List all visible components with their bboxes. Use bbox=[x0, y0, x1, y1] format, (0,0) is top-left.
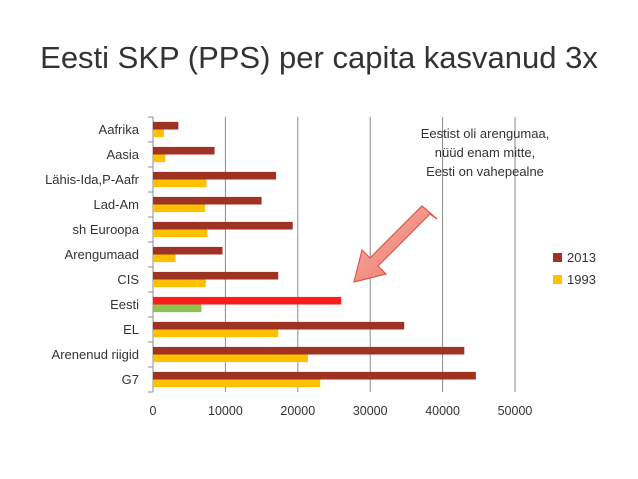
bar-1993-0 bbox=[153, 129, 164, 138]
category-label: EL bbox=[123, 322, 139, 337]
annotation-line-2: nüüd enam mitte, bbox=[435, 145, 535, 160]
bar-2013-9 bbox=[153, 346, 465, 355]
bar-1993-6 bbox=[153, 279, 206, 288]
bar-1993-4 bbox=[153, 229, 208, 238]
annotation-arrow bbox=[353, 205, 438, 283]
bar-1993-1 bbox=[153, 154, 166, 163]
annotation-line-1: Eestist oli arengumaa, bbox=[421, 126, 550, 141]
bar-2013-5 bbox=[153, 246, 223, 255]
category-label: Lad-Am bbox=[93, 197, 139, 212]
bar-2013-3 bbox=[153, 196, 262, 205]
category-label: Lähis-Ida,P-Aafr bbox=[45, 172, 140, 187]
bar-2013-10 bbox=[153, 371, 476, 380]
page-title: Eesti SKP (PPS) per capita kasvanud 3x bbox=[40, 40, 598, 75]
bar-1993-5 bbox=[153, 254, 176, 263]
bar-2013-8 bbox=[153, 321, 405, 330]
bar-2013-7 bbox=[153, 296, 342, 305]
bar-2013-2 bbox=[153, 171, 277, 180]
bar-1993-8 bbox=[153, 329, 279, 338]
category-label: Aasia bbox=[106, 147, 139, 162]
legend-label-1993: 1993 bbox=[567, 272, 596, 287]
bar-2013-0 bbox=[153, 121, 179, 130]
bar-2013-4 bbox=[153, 221, 293, 230]
legend-label-2013: 2013 bbox=[567, 250, 596, 265]
annotation-line-3: Eesti on vahepealne bbox=[426, 164, 544, 179]
category-label: G7 bbox=[122, 372, 139, 387]
annotation: Eestist oli arengumaa, nüüd enam mitte, … bbox=[353, 126, 550, 283]
bar-1993-10 bbox=[153, 379, 321, 388]
bars bbox=[153, 121, 476, 388]
tick-labels: 0 10000 20000 30000 40000 50000 bbox=[150, 404, 533, 418]
category-label: sh Euroopa bbox=[73, 222, 140, 237]
category-label: Arenenud riigid bbox=[52, 347, 139, 362]
x-tick-label: 0 bbox=[150, 404, 157, 418]
x-tick-label: 20000 bbox=[280, 404, 315, 418]
bar-1993-2 bbox=[153, 179, 207, 188]
category-label: Arengumaad bbox=[65, 247, 139, 262]
legend: 2013 1993 bbox=[553, 250, 596, 287]
x-tick-label: 40000 bbox=[425, 404, 460, 418]
x-tick-label: 50000 bbox=[498, 404, 533, 418]
category-label: Aafrika bbox=[99, 122, 140, 137]
legend-swatch-1993 bbox=[553, 275, 562, 284]
category-labels: Aafrika Aasia Lähis-Ida,P-Aafr Lad-Am sh Eur… bbox=[45, 122, 140, 387]
category-label: Eesti bbox=[110, 297, 139, 312]
bar-1993-9 bbox=[153, 354, 308, 363]
gridlines bbox=[148, 116, 516, 393]
legend-swatch-2013 bbox=[553, 253, 562, 262]
bar-1993-3 bbox=[153, 204, 206, 213]
x-tick-label: 30000 bbox=[353, 404, 388, 418]
bar-2013-1 bbox=[153, 146, 215, 155]
x-tick-label: 10000 bbox=[208, 404, 243, 418]
category-label: CIS bbox=[117, 272, 139, 287]
bar-1993-7 bbox=[153, 304, 202, 313]
bar-2013-6 bbox=[153, 271, 279, 280]
